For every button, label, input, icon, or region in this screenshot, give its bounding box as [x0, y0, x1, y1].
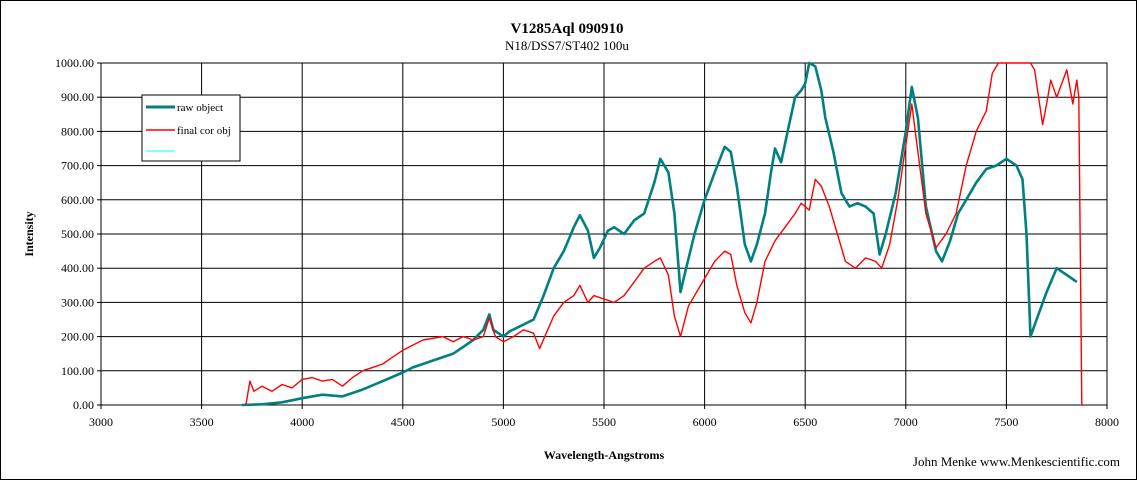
x-tick-label: 5000 [491, 415, 515, 429]
x-tick-label: 4500 [391, 415, 415, 429]
x-tick-label: 7500 [994, 415, 1018, 429]
x-tick-label: 8000 [1095, 415, 1119, 429]
y-tick-label: 700.00 [61, 159, 94, 173]
y-tick-label: 300.00 [61, 295, 94, 309]
credit-text: John Menke www.Menkescientific.com [913, 454, 1120, 469]
y-tick-label: 0.00 [73, 398, 94, 412]
y-tick-label: 400.00 [61, 261, 94, 275]
x-tick-label: 3000 [89, 415, 113, 429]
x-tick-label: 6000 [693, 415, 717, 429]
y-tick-label: 600.00 [61, 193, 94, 207]
x-tick-label: 4000 [290, 415, 314, 429]
x-tick-label: 5500 [592, 415, 616, 429]
series-line-final-cor-obj [245, 62, 1083, 406]
legend: raw object final cor obj [141, 94, 241, 162]
y-tick-label: 500.00 [61, 227, 94, 241]
x-tick-label: 6500 [793, 415, 817, 429]
x-axis-label: Wavelength-Angstroms [544, 448, 665, 462]
x-tick-label: 7000 [894, 415, 918, 429]
x-tick-label: 3500 [190, 415, 214, 429]
y-tick-label: 200.00 [61, 330, 94, 344]
chart-subtitle: N18/DSS7/ST402 100u [505, 38, 629, 53]
series-line-raw-object [241, 61, 1078, 407]
y-tick-label: 800.00 [61, 124, 94, 138]
legend-label-final-cor-obj: final cor obj [177, 125, 231, 137]
y-tick-label: 1000.00 [55, 56, 94, 70]
y-tick-label: 100.00 [61, 364, 94, 378]
y-tick-label: 900.00 [61, 90, 94, 104]
y-axis-label: Intensity [22, 211, 36, 256]
legend-label-raw-object: raw object [177, 102, 223, 114]
chart-title: V1285Aql 090910 [511, 21, 624, 37]
